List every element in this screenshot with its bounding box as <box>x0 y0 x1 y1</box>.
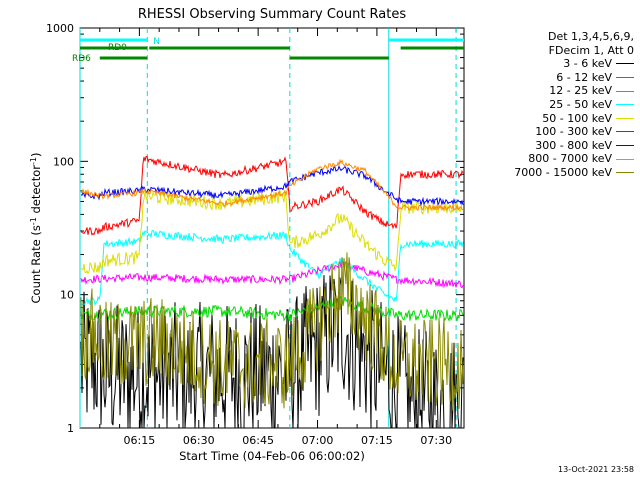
legend-entry: 100 - 300 keV <box>514 125 634 139</box>
series-line-2 <box>80 260 464 289</box>
legend-label: 300 - 800 keV <box>535 138 612 152</box>
footer-timestamp: 13-Oct-2021 23:58 <box>558 465 634 474</box>
legend-entry: 300 - 800 keV <box>514 139 634 153</box>
legend-swatch <box>616 77 634 79</box>
legend-entry: 7000 - 15000 keV <box>514 166 634 180</box>
series-line-4 <box>80 229 464 307</box>
rd6-label: RD6 <box>72 54 91 64</box>
legend-swatch <box>616 63 634 65</box>
legend-label: 3 - 6 keV <box>563 57 612 71</box>
y-tick-label: 10 <box>60 289 74 302</box>
y-tick-label: 1 <box>67 422 74 435</box>
legend-swatch <box>616 117 634 119</box>
legend-header-line: FDecim 1, Att 0 <box>548 43 634 57</box>
x-tick-label: 07:15 <box>361 434 393 447</box>
y-axis-label: Count Rate (s-1 detector-1) <box>29 153 44 304</box>
rd0-label: RD0 <box>108 43 127 53</box>
marker-lines <box>79 28 464 428</box>
x-tick-label: 07:30 <box>420 434 452 447</box>
series-line-6 <box>80 155 464 236</box>
legend-label: 800 - 7000 keV <box>528 152 612 166</box>
x-tick-label: 06:30 <box>183 434 215 447</box>
legend-entry: 6 - 12 keV <box>514 71 634 85</box>
night-label: N <box>153 37 160 47</box>
legend-label: 100 - 300 keV <box>535 125 612 139</box>
legend-swatch <box>616 145 634 147</box>
x-axis-label: Start Time (04-Feb-06 06:00:02) <box>179 449 365 463</box>
x-tick-label: 06:15 <box>124 434 156 447</box>
y-tick-label: 100 <box>53 155 74 168</box>
legend-label: 50 - 100 keV <box>542 111 612 125</box>
series-line-7 <box>80 164 464 207</box>
legend-label: 12 - 25 keV <box>549 84 612 98</box>
chart-title: RHESSI Observing Summary Count Rates <box>138 7 407 22</box>
x-tick-label: 06:45 <box>242 434 274 447</box>
legend-entry: 3 - 6 keV <box>514 57 634 71</box>
legend-entry: 25 - 50 keV <box>514 98 634 112</box>
legend-label: 25 - 50 keV <box>549 97 612 111</box>
legend-swatch <box>616 131 634 133</box>
legend-header-line: Det 1,3,4,5,6,9, <box>547 30 634 43</box>
series-line-9 <box>80 252 464 411</box>
x-tick-label: 07:00 <box>302 434 334 447</box>
legend-swatch <box>616 90 634 92</box>
series-lines <box>80 155 464 429</box>
series-line-1 <box>80 275 464 429</box>
legend-label: 6 - 12 keV <box>556 70 612 84</box>
legend-swatch <box>616 172 634 174</box>
y-tick-label: 1000 <box>46 22 74 35</box>
series-line-5 <box>80 188 464 275</box>
legend-swatch <box>616 158 634 160</box>
legend-swatch <box>616 104 634 106</box>
legend-entry: 50 - 100 keV <box>514 112 634 126</box>
series-line-8 <box>80 158 464 213</box>
chart-labels: 1 10 100 1000 06:15 06:30 06:45 07:00 07:15 07:30… <box>29 7 453 463</box>
legend-entry: 800 - 7000 keV <box>514 152 634 166</box>
legend-label: 7000 - 15000 keV <box>514 165 612 179</box>
legend-entry: 12 - 25 keV <box>514 84 634 98</box>
